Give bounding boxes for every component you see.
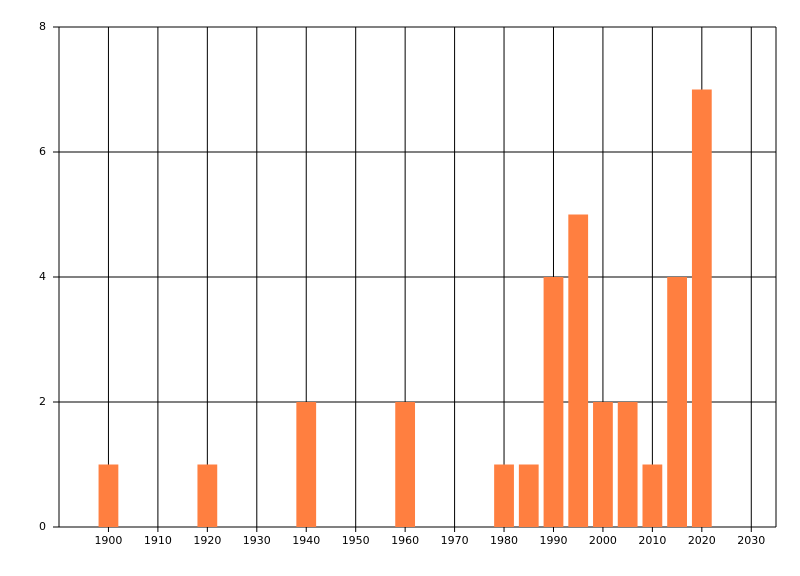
x-tick-label: 1970 [441, 534, 469, 547]
bar [296, 402, 317, 527]
bar [543, 277, 564, 527]
x-tick-label: 1940 [292, 534, 320, 547]
x-tick-label: 1900 [94, 534, 122, 547]
bar [395, 402, 416, 527]
x-tick-label: 1990 [539, 534, 567, 547]
y-tick-label: 2 [39, 395, 46, 408]
y-tick-label: 0 [39, 520, 46, 533]
x-tick-label: 1960 [391, 534, 419, 547]
x-tick-label: 2030 [737, 534, 765, 547]
bar [593, 402, 613, 527]
y-tick-label: 6 [39, 145, 46, 158]
x-tick-label: 1910 [144, 534, 172, 547]
x-tick-label: 1920 [193, 534, 221, 547]
bar [691, 89, 712, 527]
bar [518, 464, 539, 527]
x-tick-label: 2020 [688, 534, 716, 547]
x-tick-label: 2010 [638, 534, 666, 547]
bar [494, 464, 514, 527]
bar [568, 214, 589, 527]
bar [667, 277, 687, 527]
bar [617, 402, 638, 527]
x-tick-label: 2000 [589, 534, 617, 547]
bar [642, 464, 663, 527]
y-tick-label: 8 [39, 20, 46, 33]
y-tick-label: 4 [39, 270, 46, 283]
x-tick-label: 1980 [490, 534, 518, 547]
bar [197, 464, 218, 527]
x-tick-label: 1950 [342, 534, 370, 547]
x-tick-label: 1930 [243, 534, 271, 547]
bar [98, 464, 119, 527]
